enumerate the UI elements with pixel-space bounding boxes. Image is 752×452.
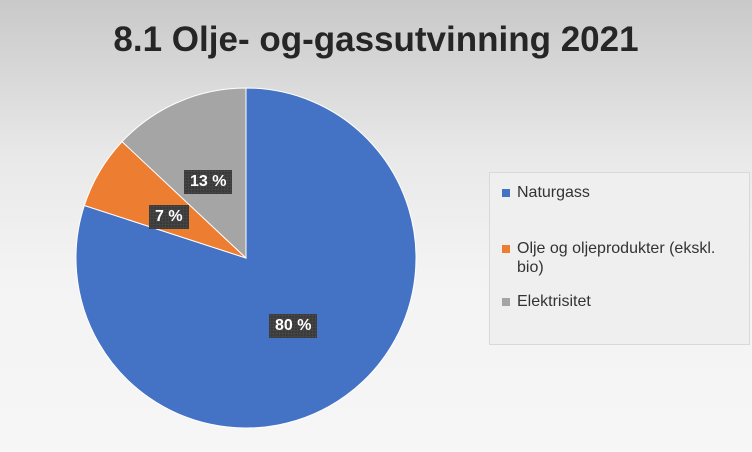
legend-label-0: Naturgass xyxy=(517,184,590,201)
legend-item-1: Olje og oljeprodukter (ekskl. bio) xyxy=(490,239,749,277)
data-label-0: 80 % xyxy=(269,314,318,338)
legend-label-2: Elektrisitet xyxy=(517,293,591,310)
legend-swatch-1 xyxy=(502,245,510,253)
legend-item-2: Elektrisitet xyxy=(490,292,749,311)
data-label-2: 13 % xyxy=(184,170,233,194)
legend: Naturgass Olje og oljeprodukter (ekskl. b… xyxy=(489,172,750,345)
legend-swatch-0 xyxy=(502,189,510,197)
legend-swatch-2 xyxy=(502,298,510,306)
data-label-1: 7 % xyxy=(149,205,189,229)
pie-slice-0 xyxy=(75,87,417,429)
chart-title: 8.1 Olje- og-gassutvinning 2021 xyxy=(113,20,639,59)
legend-item-0: Naturgass xyxy=(490,183,749,202)
legend-label-1: Olje og oljeprodukter (ekskl. bio) xyxy=(517,240,716,276)
